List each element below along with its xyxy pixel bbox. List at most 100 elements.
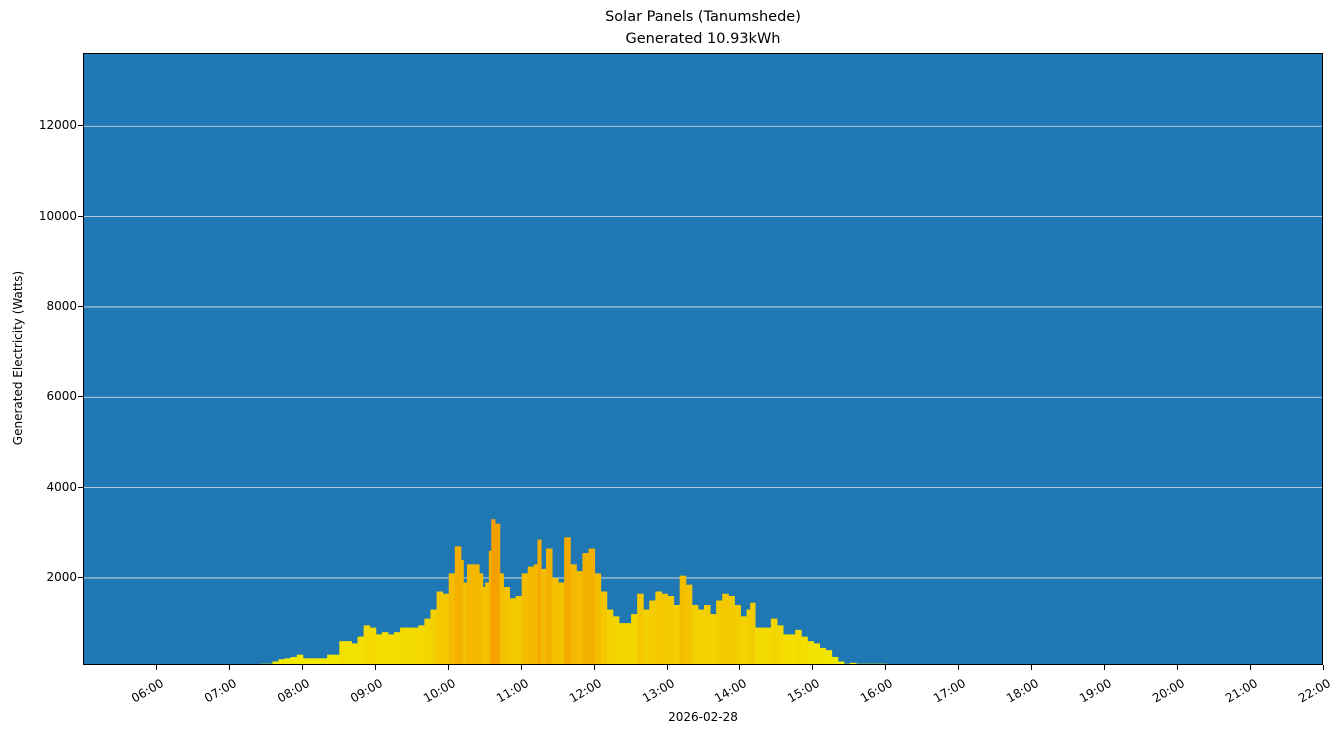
x-tick-label: 07:00 [201,676,239,706]
data-bar [667,595,675,664]
y-tick-label: 2000 [46,569,77,584]
data-bar [473,564,480,664]
x-tick-label: 06:00 [128,676,166,706]
x-tick-label: 17:00 [931,676,969,706]
data-bar [260,663,267,664]
y-tick-mark [78,125,83,127]
data-bar [837,661,845,664]
x-tick-label: 10:00 [420,676,458,706]
data-bar [400,627,407,664]
x-tick-label: 14:00 [712,676,750,706]
data-bar [266,663,273,664]
x-tick-label: 18:00 [1004,676,1042,706]
data-bar [278,659,286,664]
y-tick-mark [78,396,83,398]
data-bar [272,661,280,664]
x-tick-mark [1177,665,1179,670]
data-bar [418,625,425,664]
data-bar [655,591,662,664]
data-bar [314,658,322,664]
data-bar [685,584,693,664]
x-tick-mark [228,665,230,670]
data-bar [801,636,808,664]
x-tick-label: 21:00 [1223,676,1261,706]
data-bar [600,591,608,664]
y-tick-mark [78,486,83,488]
data-bar [494,523,501,664]
x-axis-label: 2026-02-28 [668,710,738,724]
data-bar [499,573,504,664]
data-bar [849,662,857,664]
data-bar [482,586,486,664]
data-bar [375,634,383,664]
data-bar [284,658,292,664]
data-bar [515,595,523,664]
data-bar [521,573,529,664]
data-bar [509,598,517,664]
data-bar [442,593,450,664]
data-bar [537,539,542,664]
data-bar [755,627,760,664]
data-bar [764,627,772,664]
data-bar [746,609,751,664]
x-tick-label: 13:00 [639,676,677,706]
x-tick-label: 09:00 [347,676,385,706]
data-bar [558,582,565,664]
data-bar [503,586,510,664]
data-bar [527,566,535,664]
data-bar [710,614,717,664]
data-bar [831,656,839,664]
data-bar [296,654,304,664]
y-axis-label: Generated Electricity (Watts) [11,270,25,446]
data-bar [406,627,413,664]
x-tick-mark [1323,665,1324,670]
x-tick-label: 16:00 [858,676,896,706]
data-bar [351,643,359,664]
y-tick-label: 6000 [46,389,77,404]
data-bar [533,564,538,664]
data-bar [722,593,729,664]
x-tick-mark [739,665,741,670]
data-bar [855,663,863,664]
data-bar [691,605,699,664]
data-bar [661,593,669,664]
data-bar [387,634,395,664]
x-tick-mark [155,665,157,670]
x-tick-mark [666,665,668,670]
data-bar [479,573,484,664]
data-bar [541,568,547,664]
y-tick-label: 12000 [38,118,77,133]
data-bar [357,636,365,664]
data-bar [758,627,766,664]
data-bar [618,623,626,664]
data-bar [612,616,620,664]
data-bar [454,546,462,664]
data-bar [843,663,851,664]
data-bar [430,609,438,664]
data-bar [606,609,614,664]
data-bar [697,609,705,664]
x-tick-mark [1104,665,1106,670]
data-bar [485,582,490,664]
chart-subtitle: Generated 10.93kWh [625,31,781,47]
data-bar [868,663,875,664]
x-tick-label: 11:00 [493,676,531,706]
chart-title: Solar Panels (Tanumshede) [605,9,801,25]
x-tick-mark [1031,665,1033,670]
plot-area [83,53,1323,665]
data-bar [552,577,559,664]
data-bar [363,625,371,664]
x-tick-label: 20:00 [1150,676,1188,706]
data-bar [582,553,590,664]
data-bar [783,634,790,664]
data-bar [588,548,596,664]
x-tick-label: 22:00 [1296,676,1333,706]
data-bar [394,632,401,664]
x-tick-mark [520,665,522,670]
data-bar [545,548,553,664]
data-bar [750,602,756,664]
y-tick-mark [78,305,83,307]
data-bar [321,658,328,664]
data-bar [825,650,833,664]
data-bar [728,595,735,664]
